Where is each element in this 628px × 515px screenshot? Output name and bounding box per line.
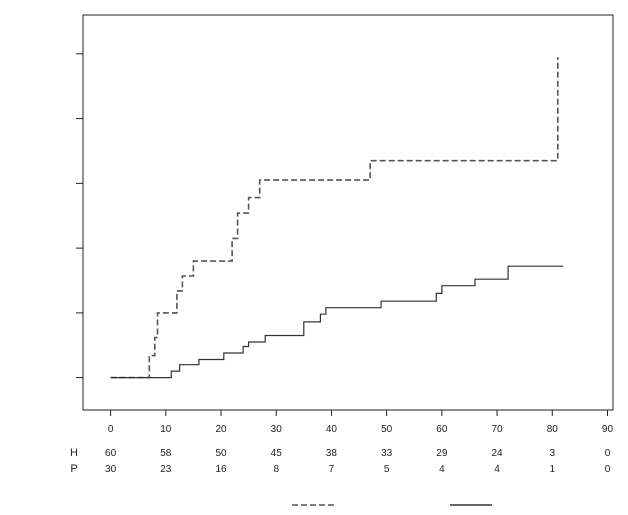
risk-row-label-H: H bbox=[70, 447, 78, 459]
x-tick-label-80: 80 bbox=[547, 424, 559, 435]
risk-cell-P-20: 16 bbox=[215, 464, 227, 475]
risk-cell-P-70: 4 bbox=[494, 464, 500, 475]
risk-cell-H-80: 3 bbox=[549, 448, 555, 459]
risk-cell-H-30: 45 bbox=[271, 448, 283, 459]
risk-cell-H-20: 50 bbox=[215, 448, 227, 459]
risk-cell-P-10: 23 bbox=[160, 464, 172, 475]
x-tick-label-50: 50 bbox=[381, 424, 393, 435]
risk-cell-H-70: 24 bbox=[492, 448, 504, 459]
risk-cell-P-90: 0 bbox=[605, 464, 611, 475]
x-tick-label-90: 90 bbox=[602, 424, 614, 435]
x-tick-label-40: 40 bbox=[326, 424, 338, 435]
risk-cell-P-80: 1 bbox=[549, 464, 555, 475]
risk-cell-H-10: 58 bbox=[160, 448, 172, 459]
series-line-1-dashed bbox=[110, 57, 559, 379]
x-tick-label-20: 20 bbox=[215, 424, 227, 435]
risk-cell-H-50: 33 bbox=[381, 448, 393, 459]
series-layer bbox=[110, 57, 564, 379]
risk-table: H 60 58 50 45 38 33 29 24 3 0P 30 23 16 8 7 5 4 4 1 0 bbox=[70, 447, 611, 475]
risk-cell-H-60: 29 bbox=[436, 448, 448, 459]
risk-cell-P-0: 30 bbox=[105, 464, 117, 475]
y-axis bbox=[76, 53, 83, 379]
x-tick-label-10: 10 bbox=[160, 424, 172, 435]
series-line-2-solid bbox=[110, 265, 564, 379]
x-axis: 0 10 20 30 40 50 60 70 80 90 bbox=[108, 410, 614, 435]
risk-cell-P-60: 4 bbox=[439, 464, 445, 475]
x-tick-label-70: 70 bbox=[492, 424, 504, 435]
risk-row-label-P: P bbox=[70, 463, 77, 475]
risk-cell-H-90: 0 bbox=[605, 448, 611, 459]
plot-frame bbox=[82, 14, 614, 411]
risk-cell-P-50: 5 bbox=[384, 464, 390, 475]
risk-cell-P-40: 7 bbox=[329, 464, 335, 475]
x-tick-label-30: 30 bbox=[271, 424, 283, 435]
risk-cell-H-40: 38 bbox=[326, 448, 338, 459]
risk-cell-H-0: 60 bbox=[105, 448, 117, 459]
risk-cell-P-30: 8 bbox=[273, 464, 279, 475]
x-tick-label-60: 60 bbox=[436, 424, 448, 435]
x-tick-label-0: 0 bbox=[108, 424, 114, 435]
